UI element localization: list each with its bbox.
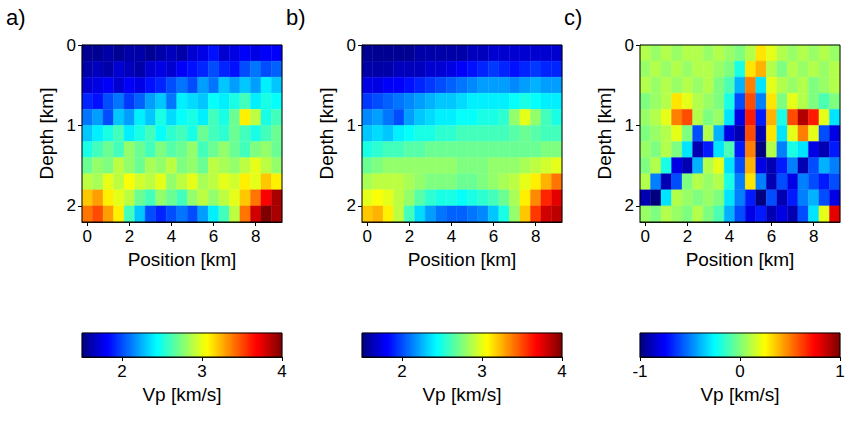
svg-text:2: 2: [625, 196, 634, 215]
svg-text:8: 8: [531, 227, 540, 246]
svg-text:c): c): [564, 5, 582, 30]
svg-text:2: 2: [125, 227, 134, 246]
svg-text:6: 6: [209, 227, 218, 246]
svg-text:4: 4: [277, 362, 286, 381]
svg-text:4: 4: [167, 227, 176, 246]
svg-text:0: 0: [83, 227, 92, 246]
svg-text:3: 3: [197, 362, 206, 381]
svg-text:Depth [km]: Depth [km]: [36, 88, 57, 180]
svg-text:Vp [km/s]: Vp [km/s]: [700, 384, 779, 405]
svg-text:4: 4: [447, 227, 456, 246]
svg-text:6: 6: [489, 227, 498, 246]
svg-text:Position [km]: Position [km]: [686, 249, 795, 270]
svg-text:Position [km]: Position [km]: [128, 249, 237, 270]
svg-text:1: 1: [67, 116, 76, 135]
svg-text:0: 0: [347, 36, 356, 55]
svg-text:1: 1: [347, 116, 356, 135]
svg-text:Vp [km/s]: Vp [km/s]: [142, 384, 221, 405]
svg-text:4: 4: [557, 362, 566, 381]
svg-text:b): b): [286, 5, 306, 30]
svg-text:0: 0: [641, 227, 650, 246]
svg-text:Depth [km]: Depth [km]: [316, 88, 337, 180]
svg-text:0: 0: [363, 227, 372, 246]
svg-text:1: 1: [835, 362, 844, 381]
svg-text:1: 1: [625, 116, 634, 135]
svg-text:3: 3: [477, 362, 486, 381]
svg-text:2: 2: [67, 196, 76, 215]
svg-text:2: 2: [683, 227, 692, 246]
svg-text:6: 6: [767, 227, 776, 246]
svg-text:8: 8: [809, 227, 818, 246]
svg-text:Position [km]: Position [km]: [408, 249, 517, 270]
svg-text:8: 8: [251, 227, 260, 246]
svg-text:0: 0: [625, 36, 634, 55]
svg-text:-1: -1: [632, 362, 647, 381]
svg-text:2: 2: [347, 196, 356, 215]
svg-text:Depth [km]: Depth [km]: [594, 88, 615, 180]
svg-text:4: 4: [725, 227, 734, 246]
svg-text:0: 0: [735, 362, 744, 381]
svg-text:Vp [km/s]: Vp [km/s]: [422, 384, 501, 405]
svg-text:a): a): [6, 5, 26, 30]
svg-text:2: 2: [405, 227, 414, 246]
svg-text:2: 2: [397, 362, 406, 381]
svg-text:0: 0: [67, 36, 76, 55]
svg-text:2: 2: [117, 362, 126, 381]
